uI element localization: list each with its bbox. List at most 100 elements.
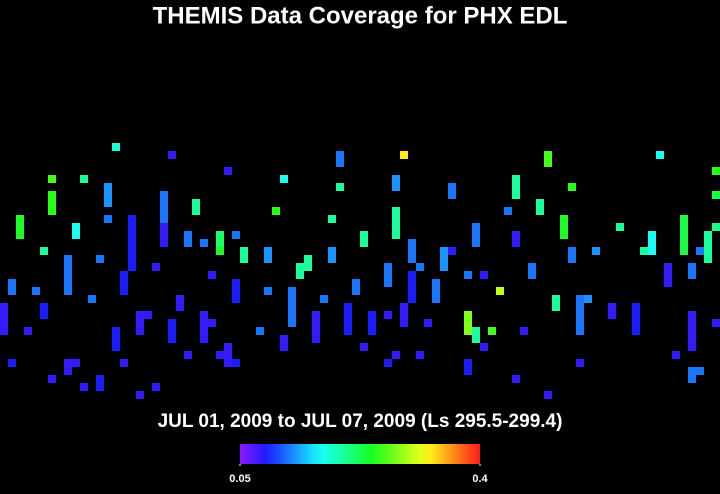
- coverage-cell: [552, 295, 560, 303]
- coverage-cell: [80, 175, 88, 183]
- coverage-cell: [416, 351, 424, 359]
- coverage-cell: [432, 279, 440, 287]
- coverage-cell: [384, 359, 392, 367]
- coverage-cell: [200, 311, 208, 319]
- coverage-cell: [200, 319, 208, 327]
- coverage-cell: [680, 231, 688, 239]
- coverage-cell: [688, 319, 696, 327]
- coverage-cell: [64, 287, 72, 295]
- coverage-cell: [224, 359, 232, 367]
- coverage-cell: [704, 247, 712, 255]
- coverage-cell: [160, 191, 168, 199]
- coverage-cell: [136, 311, 144, 319]
- coverage-cell: [664, 271, 672, 279]
- coverage-cell: [392, 207, 400, 215]
- coverage-cell: [688, 311, 696, 319]
- coverage-cell: [512, 175, 520, 183]
- coverage-cell: [576, 319, 584, 327]
- coverage-cell: [512, 239, 520, 247]
- coverage-cell: [152, 383, 160, 391]
- coverage-cell: [48, 375, 56, 383]
- coverage-cell: [264, 247, 272, 255]
- coverage-cell: [64, 359, 72, 367]
- coverage-cell: [168, 319, 176, 327]
- coverage-cell: [336, 159, 344, 167]
- coverage-cell: [400, 151, 408, 159]
- coverage-cell: [368, 327, 376, 335]
- coverage-cell: [312, 319, 320, 327]
- coverage-cell: [168, 327, 176, 335]
- coverage-cell: [104, 183, 112, 191]
- coverage-cell: [216, 247, 224, 255]
- coverage-cell: [408, 279, 416, 287]
- coverage-cell: [152, 263, 160, 271]
- coverage-cell: [576, 303, 584, 311]
- coverage-cell: [48, 175, 56, 183]
- coverage-cell: [144, 311, 152, 319]
- coverage-cell: [184, 239, 192, 247]
- coverage-cell: [472, 231, 480, 239]
- coverage-cell: [344, 319, 352, 327]
- coverage-cell: [40, 303, 48, 311]
- coverage-cell: [608, 311, 616, 319]
- coverage-cell: [408, 239, 416, 247]
- coverage-cell: [576, 295, 584, 303]
- coverage-cell: [392, 183, 400, 191]
- coverage-cell: [568, 255, 576, 263]
- coverage-cell: [96, 255, 104, 263]
- coverage-cell: [392, 215, 400, 223]
- coverage-cell: [224, 343, 232, 351]
- coverage-cell: [64, 271, 72, 279]
- coverage-cell: [24, 327, 32, 335]
- coverage-cell: [192, 199, 200, 207]
- coverage-cell: [344, 311, 352, 319]
- coverage-cell: [128, 231, 136, 239]
- coverage-cell: [280, 343, 288, 351]
- coverage-cell: [360, 231, 368, 239]
- coverage-cell: [16, 231, 24, 239]
- coverage-cell: [40, 311, 48, 319]
- coverage-cell: [208, 319, 216, 327]
- coverage-cell: [464, 327, 472, 335]
- coverage-cell: [96, 383, 104, 391]
- coverage-cell: [128, 263, 136, 271]
- coverage-cell: [536, 207, 544, 215]
- coverage-cell: [496, 287, 504, 295]
- coverage-cell: [432, 287, 440, 295]
- coverage-cell: [528, 263, 536, 271]
- colorbar-tick-label: 0.4: [472, 473, 488, 485]
- coverage-cell: [64, 255, 72, 263]
- coverage-cell: [184, 231, 192, 239]
- coverage-cell: [328, 215, 336, 223]
- coverage-cell: [64, 367, 72, 375]
- coverage-cell: [440, 247, 448, 255]
- coverage-cell: [128, 223, 136, 231]
- coverage-cell: [64, 279, 72, 287]
- coverage-cell: [88, 295, 96, 303]
- coverage-cell: [216, 231, 224, 239]
- coverage-cell: [160, 223, 168, 231]
- coverage-cell: [120, 271, 128, 279]
- coverage-cell: [160, 199, 168, 207]
- coverage-cell: [160, 239, 168, 247]
- chart-title: THEMIS Data Coverage for PHX EDL: [153, 2, 568, 29]
- coverage-cell: [272, 207, 280, 215]
- coverage-cell: [168, 151, 176, 159]
- coverage-cell: [120, 279, 128, 287]
- coverage-cell: [384, 311, 392, 319]
- coverage-cell: [72, 223, 80, 231]
- coverage-cell: [296, 263, 304, 271]
- coverage-cell: [688, 335, 696, 343]
- coverage-cell: [296, 271, 304, 279]
- coverage-cell: [304, 263, 312, 271]
- coverage-cell: [288, 303, 296, 311]
- coverage-cell: [688, 375, 696, 383]
- coverage-cell: [712, 191, 720, 199]
- coverage-cell: [288, 311, 296, 319]
- coverage-cell: [200, 327, 208, 335]
- coverage-cell: [384, 271, 392, 279]
- coverage-cell: [80, 383, 88, 391]
- coverage-cell: [688, 343, 696, 351]
- coverage-cell: [48, 207, 56, 215]
- coverage-cell: [232, 359, 240, 367]
